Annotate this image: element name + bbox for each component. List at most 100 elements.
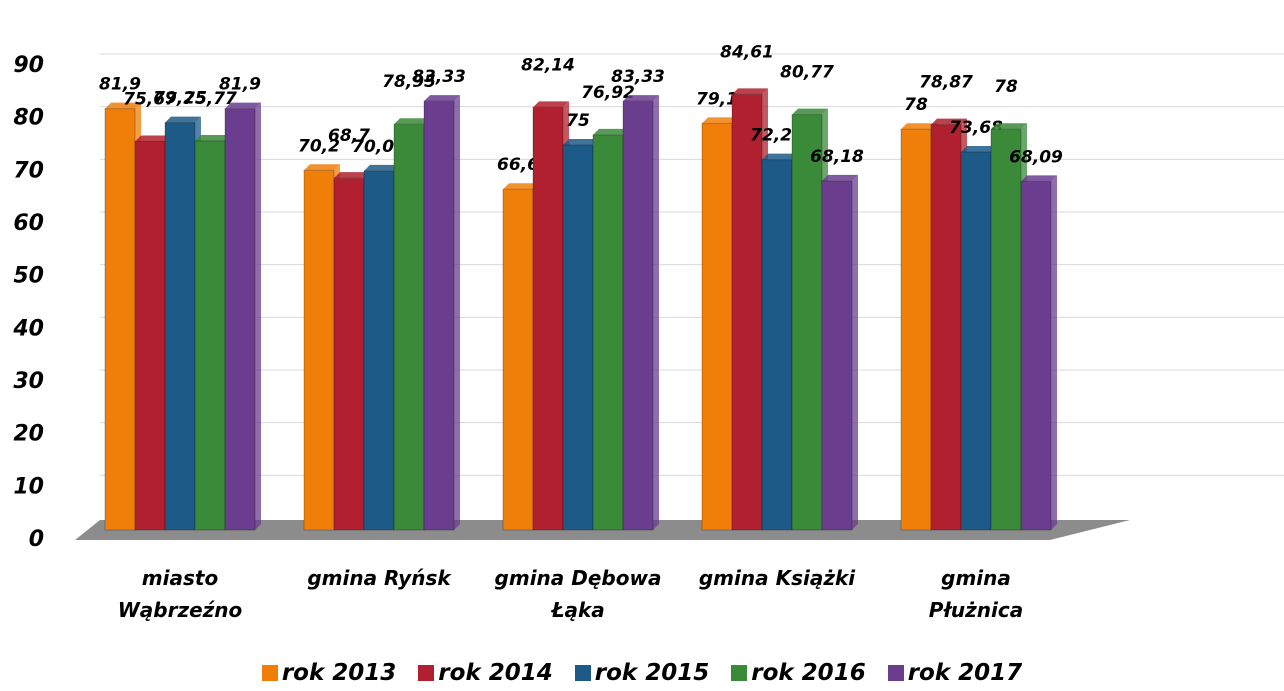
bar <box>990 128 1022 531</box>
data-label: 79,25 <box>153 89 207 109</box>
bar-top <box>991 123 1027 130</box>
bar <box>622 100 654 531</box>
bar <box>134 140 166 531</box>
legend-label: rok 2017 <box>907 660 1023 686</box>
y-tick-label: 10 <box>13 474 44 499</box>
data-label: 66,6 <box>497 155 539 175</box>
bar-top <box>593 128 629 135</box>
bar <box>761 159 793 531</box>
data-label: 75,77 <box>183 89 237 109</box>
data-label: 76,92 <box>581 83 635 103</box>
bar <box>791 114 823 531</box>
bar-top <box>195 134 231 141</box>
data-label: 84,61 <box>720 42 774 62</box>
bar-top <box>1021 175 1057 182</box>
bar-top <box>503 183 539 190</box>
bar-top <box>533 101 569 108</box>
y-tick-label: 0 <box>29 527 44 552</box>
bar-top <box>702 117 738 124</box>
data-label: 73,68 <box>949 118 1003 138</box>
y-tick-label: 80 <box>13 106 44 131</box>
legend-label: rok 2015 <box>594 660 710 686</box>
legend-swatch <box>731 665 748 681</box>
data-label: 68,18 <box>810 147 864 167</box>
data-label: 78 <box>904 95 928 115</box>
legend-item: rok 2016 <box>731 660 866 686</box>
bar <box>194 140 226 531</box>
data-label: 78 <box>994 77 1018 97</box>
data-label: 81,9 <box>219 75 261 95</box>
legend-swatch <box>574 665 591 681</box>
bar-top <box>563 139 599 145</box>
data-label: 83,33 <box>611 67 665 87</box>
bar-side <box>454 95 460 531</box>
bar <box>104 108 136 531</box>
bar <box>930 124 962 531</box>
data-label: 82,14 <box>521 55 575 75</box>
x-tick-label: miasto Wąbrzeźno <box>117 566 243 622</box>
bar-top <box>623 95 659 102</box>
legend-label: rok 2013 <box>281 660 397 686</box>
bar <box>821 180 853 531</box>
bar-top <box>334 172 370 179</box>
bar <box>333 177 365 531</box>
bar-side <box>1051 175 1057 530</box>
data-label: 72,22 <box>750 126 804 146</box>
bar-top <box>394 118 430 125</box>
data-label: 75 <box>566 111 590 131</box>
legend-item: rok 2017 <box>887 660 1023 686</box>
bar <box>592 134 624 531</box>
y-tick-label: 70 <box>13 158 44 183</box>
bar-side <box>653 95 659 531</box>
bar-top <box>364 164 400 171</box>
bar <box>502 188 534 531</box>
x-tick-label: gmina Dębowa Łąka <box>494 566 662 622</box>
bar <box>363 170 395 531</box>
bar <box>900 128 932 531</box>
y-tick-label: 20 <box>13 422 44 447</box>
data-label: 79,1 <box>696 89 738 109</box>
bar-top <box>225 102 261 109</box>
data-label: 75,67 <box>123 89 177 109</box>
bar-top <box>165 116 201 123</box>
data-label: 78,95 <box>382 72 436 92</box>
bar-top <box>424 95 460 102</box>
bar-top <box>762 153 798 160</box>
bar <box>532 106 564 531</box>
legend-item: rok 2015 <box>574 660 710 686</box>
bar <box>731 93 763 531</box>
bar <box>303 169 335 531</box>
legend-swatch <box>418 665 435 681</box>
bar-side <box>255 102 261 530</box>
legend-item: rok 2014 <box>418 660 553 686</box>
bar-top <box>792 108 828 115</box>
bar <box>423 100 455 531</box>
data-label: 68,7 <box>328 126 370 146</box>
legend: rok 2013 rok 2014 rok 2015 rok 2016 rok 2017 <box>0 660 1284 686</box>
data-label: 83,33 <box>412 67 466 87</box>
data-label: 81,9 <box>99 75 141 95</box>
bar-top <box>135 135 171 142</box>
data-label: 70,09 <box>352 137 406 157</box>
bar-top <box>304 164 340 171</box>
x-tick-label: gmina Płużnica <box>928 566 1024 622</box>
x-tick-label: gmina Książki <box>698 566 856 590</box>
y-tick-label: 50 <box>13 264 44 289</box>
legend-swatch <box>887 665 904 681</box>
bar <box>960 151 992 531</box>
legend-item: rok 2013 <box>261 660 397 686</box>
legend-label: rok 2016 <box>751 660 866 686</box>
data-label: 80,77 <box>780 63 834 83</box>
y-tick-label: 60 <box>13 211 44 236</box>
legend-label: rok 2014 <box>438 660 553 686</box>
bar-top <box>961 145 997 152</box>
bar-top <box>732 88 768 95</box>
bar-top <box>901 123 937 130</box>
y-tick-label: 40 <box>12 316 44 341</box>
bar <box>393 123 425 531</box>
data-label: 70,2 <box>298 136 340 156</box>
data-label: 68,09 <box>1009 147 1063 167</box>
bar <box>562 144 594 531</box>
